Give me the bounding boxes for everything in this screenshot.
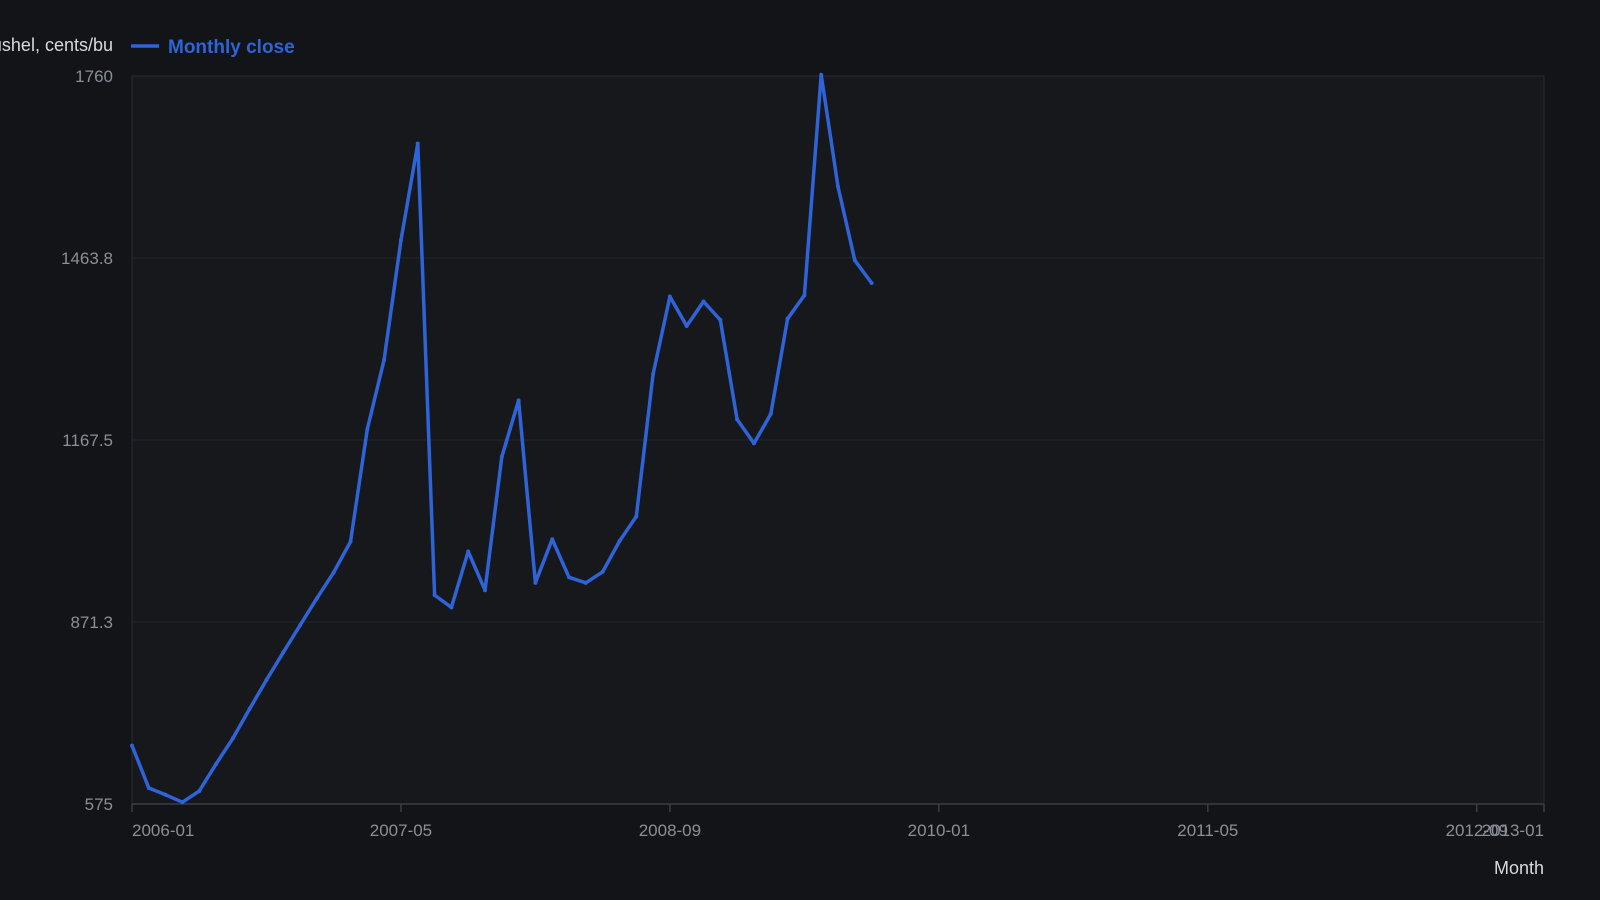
data-point[interactable] bbox=[550, 537, 555, 542]
x-tick-label: 2012-09 bbox=[1446, 821, 1508, 840]
data-point[interactable] bbox=[869, 281, 874, 286]
data-point[interactable] bbox=[415, 141, 420, 146]
data-point[interactable] bbox=[466, 549, 471, 554]
data-point[interactable] bbox=[567, 575, 572, 580]
x-tick-label: 2008-09 bbox=[639, 821, 701, 840]
data-point[interactable] bbox=[516, 398, 521, 403]
data-point[interactable] bbox=[432, 593, 437, 598]
x-tick-label: 2010-01 bbox=[908, 821, 970, 840]
x-axis-title: Month bbox=[1494, 858, 1544, 878]
data-point[interactable] bbox=[634, 514, 639, 519]
y-tick-label: 1760 bbox=[75, 67, 113, 86]
data-point[interactable] bbox=[298, 623, 303, 628]
data-point[interactable] bbox=[247, 706, 252, 711]
data-point[interactable] bbox=[281, 650, 286, 655]
data-point[interactable] bbox=[583, 580, 588, 585]
data-point[interactable] bbox=[819, 72, 824, 77]
data-point[interactable] bbox=[499, 454, 504, 459]
data-point[interactable] bbox=[146, 786, 151, 791]
data-point[interactable] bbox=[331, 570, 336, 575]
data-point[interactable] bbox=[751, 441, 756, 446]
y-axis: 575 871.3 1167.5 1463.8 1760 bbox=[61, 67, 113, 814]
data-point[interactable] bbox=[836, 184, 840, 189]
data-point[interactable] bbox=[617, 539, 622, 544]
data-point[interactable] bbox=[449, 605, 454, 610]
y-tick-label: 871.3 bbox=[70, 613, 113, 632]
legend-label: Monthly close bbox=[168, 37, 295, 58]
x-tick-label: 2007-05 bbox=[370, 821, 432, 840]
data-point[interactable] bbox=[163, 792, 168, 797]
data-point[interactable] bbox=[684, 324, 689, 329]
data-point[interactable] bbox=[651, 371, 656, 376]
data-point[interactable] bbox=[382, 357, 387, 362]
y-axis-title: Price per bushel, cents/bu bbox=[0, 35, 113, 55]
data-point[interactable] bbox=[130, 743, 134, 748]
data-point[interactable] bbox=[264, 677, 269, 682]
data-point[interactable] bbox=[802, 293, 807, 298]
data-points bbox=[130, 72, 874, 805]
data-point[interactable] bbox=[314, 596, 319, 601]
data-point[interactable] bbox=[398, 238, 403, 243]
x-tick-label: 2011-05 bbox=[1177, 821, 1238, 840]
data-point[interactable] bbox=[768, 411, 773, 416]
x-tick-label: 2013-01 bbox=[1482, 821, 1544, 840]
y-tick-label: 575 bbox=[85, 795, 113, 814]
data-point[interactable] bbox=[214, 762, 219, 767]
data-point[interactable] bbox=[348, 539, 353, 544]
data-point[interactable] bbox=[701, 299, 706, 304]
data-point[interactable] bbox=[785, 316, 790, 321]
data-point[interactable] bbox=[180, 800, 185, 805]
data-point[interactable] bbox=[365, 427, 370, 432]
data-point[interactable] bbox=[533, 580, 538, 585]
x-axis: 2006-01 2007-05 2008-09 2010-01 2011-05 2012-… bbox=[131, 803, 1545, 840]
data-point[interactable] bbox=[718, 317, 723, 322]
data-point[interactable] bbox=[735, 417, 740, 422]
x-tick-label: 2006-01 bbox=[132, 821, 194, 840]
data-point[interactable] bbox=[667, 294, 672, 299]
data-point[interactable] bbox=[600, 569, 605, 574]
y-tick-label: 1167.5 bbox=[62, 431, 113, 450]
y-tick-label: 1463.8 bbox=[61, 249, 113, 268]
legend[interactable]: Monthly close bbox=[131, 37, 295, 58]
data-point[interactable] bbox=[230, 736, 235, 741]
data-point[interactable] bbox=[852, 258, 857, 263]
data-point[interactable] bbox=[483, 588, 487, 593]
data-point[interactable] bbox=[197, 789, 202, 794]
